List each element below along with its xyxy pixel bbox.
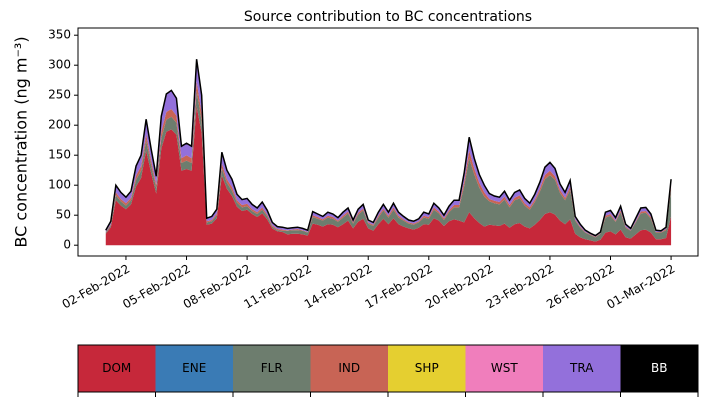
y-tick-label: 0 (63, 238, 71, 252)
legend-label: BB (651, 361, 667, 375)
legend-swatch (155, 345, 233, 392)
y-tick-label: 100 (48, 178, 71, 192)
legend-label: DOM (102, 361, 131, 375)
area (105, 59, 672, 237)
y-tick-label: 350 (48, 28, 71, 42)
plot-frame (77, 27, 699, 257)
area (105, 106, 672, 246)
legend-swatch (543, 345, 621, 392)
y-tick-label: 200 (48, 118, 71, 132)
legend-label: ENE (182, 361, 206, 375)
legend-swatch (620, 345, 698, 392)
total-outline (105, 59, 672, 237)
legend-label: IND (338, 361, 360, 375)
x-tick-label: 02-Feb-2022 (60, 262, 133, 312)
x-tick-label: 20-Feb-2022 (423, 262, 496, 312)
y-tick-label: 150 (48, 148, 71, 162)
y-axis-label: BC concentration (ng m⁻³) (12, 36, 31, 247)
x-tick-label: 14-Feb-2022 (302, 262, 375, 312)
x-tick-label: 23-Feb-2022 (484, 262, 557, 312)
legend-label: SHP (415, 361, 439, 375)
y-tick-label: 50 (56, 208, 71, 222)
chart-title: Source contribution to BC concentrations (244, 9, 532, 25)
legend-swatch (233, 345, 311, 392)
x-tick-label: 01-Mar-2022 (604, 262, 677, 312)
legend-label: TRA (569, 361, 594, 375)
x-tick-label: 17-Feb-2022 (362, 262, 435, 312)
legend-swatch (465, 345, 543, 392)
x-tick-label: 08-Feb-2022 (181, 262, 254, 312)
legend-swatch (78, 345, 156, 392)
area (105, 91, 672, 242)
x-tick-label: 11-Feb-2022 (241, 262, 314, 312)
y-tick-label: 250 (48, 88, 71, 102)
legend-label: FLR (261, 361, 283, 375)
x-tick-label: 05-Feb-2022 (120, 262, 193, 312)
y-tick-label: 300 (48, 58, 71, 72)
legend-swatch (388, 345, 466, 392)
legend-label: WST (491, 361, 518, 375)
legend-swatch (310, 345, 388, 392)
